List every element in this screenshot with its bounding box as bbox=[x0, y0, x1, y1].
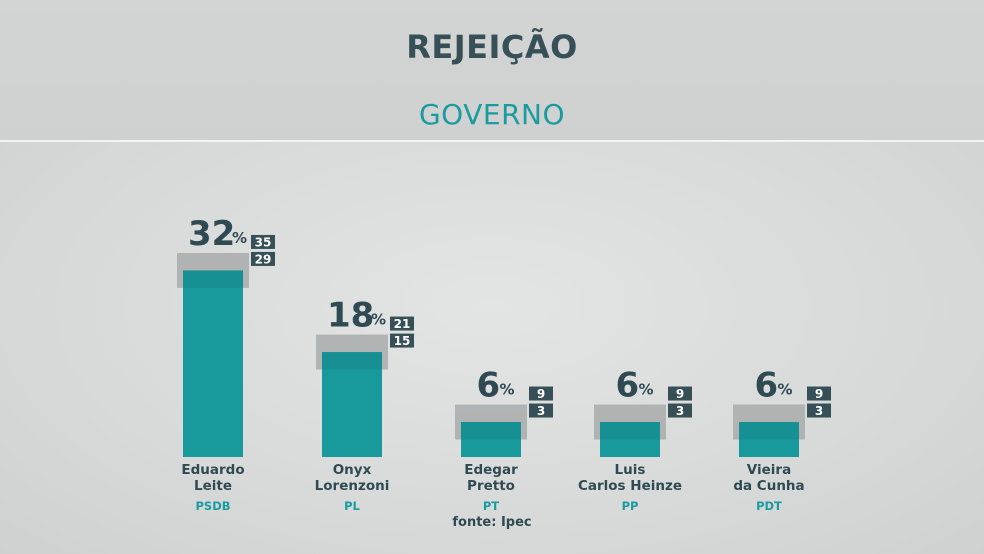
value-label: 6 bbox=[755, 366, 779, 406]
category-label: Onyx bbox=[333, 462, 372, 478]
category-label: Lorenzoni bbox=[315, 478, 390, 494]
percent-sign: % bbox=[500, 381, 515, 399]
category-label: Eduardo bbox=[181, 462, 244, 478]
bar-band-overlap bbox=[739, 422, 799, 440]
bar-band-overlap bbox=[322, 352, 382, 370]
lower-bound-label: 3 bbox=[815, 404, 823, 418]
upper-bound-box bbox=[529, 386, 553, 401]
upper-bound-label: 9 bbox=[676, 387, 684, 401]
upper-bound-box bbox=[390, 316, 414, 331]
category-label: da Cunha bbox=[733, 478, 804, 494]
category-label: Pretto bbox=[467, 478, 515, 494]
upper-bound-label: 9 bbox=[815, 387, 823, 401]
value-label: 18 bbox=[327, 296, 374, 336]
lower-bound-label: 29 bbox=[255, 252, 272, 266]
value-label: 6 bbox=[477, 366, 501, 406]
lower-bound-label: 3 bbox=[537, 404, 545, 418]
lower-bound-label: 3 bbox=[676, 404, 684, 418]
upper-bound-box bbox=[807, 386, 831, 401]
bar bbox=[739, 422, 799, 457]
category-label: Vieira bbox=[747, 462, 791, 478]
header-band bbox=[0, 0, 984, 140]
lower-bound-box bbox=[390, 333, 414, 348]
bar bbox=[600, 422, 660, 457]
bar-band-overlap bbox=[461, 422, 521, 440]
party-label: PT bbox=[483, 499, 499, 513]
chart-subtitle: GOVERNO bbox=[418, 98, 566, 131]
category-label: Carlos Heinze bbox=[578, 478, 682, 494]
percent-sign: % bbox=[371, 311, 386, 329]
party-label: PSDB bbox=[195, 499, 230, 513]
chart-title: REJEIÇÃO bbox=[406, 28, 578, 66]
party-label: PL bbox=[344, 499, 360, 513]
value-label: 6 bbox=[616, 366, 640, 406]
party-label: PDT bbox=[756, 499, 782, 513]
bar-band-overlap bbox=[183, 270, 243, 288]
bar bbox=[461, 422, 521, 457]
bar bbox=[183, 270, 243, 457]
source-note: fonte: Ipec bbox=[452, 515, 532, 530]
upper-bound-box bbox=[251, 234, 275, 249]
lower-bound-box bbox=[668, 403, 692, 418]
lower-bound-box bbox=[807, 403, 831, 418]
category-label: Edegar bbox=[464, 462, 518, 478]
header-divider bbox=[0, 140, 984, 142]
party-label: PP bbox=[622, 499, 639, 513]
lower-bound-box bbox=[529, 403, 553, 418]
value-label: 32 bbox=[188, 214, 235, 254]
upper-bound-box bbox=[668, 386, 692, 401]
bar-band-overlap bbox=[600, 422, 660, 440]
category-label: Leite bbox=[194, 478, 232, 494]
chart-background bbox=[0, 142, 984, 554]
bar bbox=[322, 352, 382, 457]
percent-sign: % bbox=[778, 381, 793, 399]
percent-sign: % bbox=[232, 229, 247, 247]
upper-bound-label: 35 bbox=[255, 235, 272, 249]
upper-bound-label: 21 bbox=[394, 317, 411, 331]
lower-bound-box bbox=[251, 251, 275, 266]
upper-bound-label: 9 bbox=[537, 387, 545, 401]
percent-sign: % bbox=[639, 381, 654, 399]
category-label: Luis bbox=[615, 462, 646, 478]
lower-bound-label: 15 bbox=[394, 334, 411, 348]
